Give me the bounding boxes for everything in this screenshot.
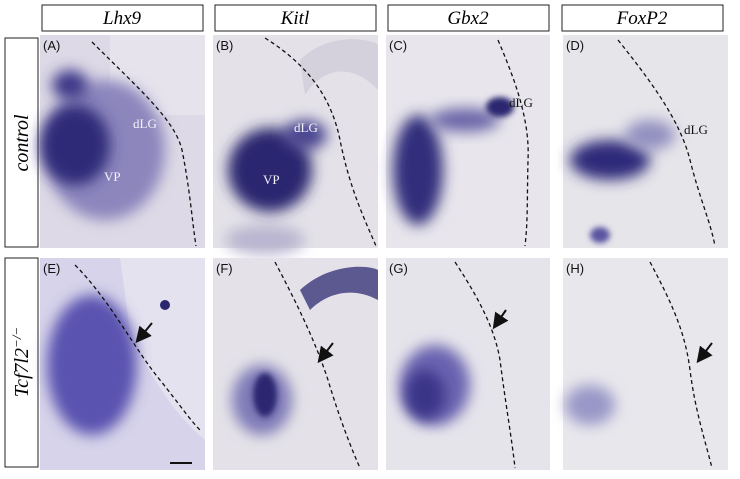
panel-letter: (E) [43,261,60,276]
arrow [492,309,509,330]
stain [47,295,137,435]
panel: (B) dLG VP [213,35,378,255]
panel: (D) dLG [563,35,728,248]
column-header: Gbx2 [447,8,489,29]
tissue [300,266,378,310]
panel: (E) [40,258,205,470]
panel-letter: (G) [389,261,408,276]
stain [430,108,500,132]
panel-letter: (A) [43,38,60,53]
boundary [617,39,716,247]
stain [225,225,305,255]
header-box [387,4,550,32]
stain [570,140,650,180]
stain [625,120,675,150]
column-header: FoxP2 [616,8,668,29]
tissue [120,258,205,440]
panel-letter: (H) [566,261,584,276]
stain [405,370,445,420]
stain [253,373,277,417]
row-label: control [11,114,33,171]
boundary [91,41,197,247]
column-header: Lhx9 [102,8,142,29]
region-label: VP [263,172,280,187]
arrow [135,322,153,344]
row-label-superscript: −/− [9,327,24,348]
boundary [74,264,201,431]
panel: (A) dLG VP [40,35,205,248]
panel: (F) [213,258,378,470]
boundary [274,261,361,469]
header-box [561,4,724,32]
panel-letter: (C) [389,38,407,53]
column-headers: Lhx9 Kitl Gbx2 FoxP2 [41,4,724,32]
boundary [497,39,529,247]
region-label: dLG [509,95,533,110]
region-label: dLG [133,116,157,131]
region-label: VP [104,169,121,184]
stain [590,227,610,243]
panel: (C) dLG [386,35,550,248]
header-box [41,4,204,32]
column-header: Kitl [280,8,310,29]
stain [283,120,327,150]
stain [160,300,170,310]
region-label: dLG [684,122,708,137]
panel-bg [563,258,728,470]
panel-bg [213,258,378,470]
panel: (H) [563,258,728,470]
arrow [317,342,334,364]
region-label: dLG [294,120,318,135]
row-labels: control Tcf7l2−/− [4,37,39,468]
row-box [4,37,39,248]
arrow [696,342,713,364]
stain [228,128,312,212]
stain [52,70,88,100]
boundary [649,261,713,469]
boundary [264,37,377,247]
row-label: Tcf7l2−/− [9,327,33,397]
row-box [4,257,39,468]
stain [393,115,443,225]
panel-letter: (B) [216,38,233,53]
tissue [300,39,378,95]
row-label-gene: Tcf7l2 [11,348,33,397]
panel-letter: (F) [216,261,233,276]
header-box [214,4,377,32]
panel: (G) [386,258,550,470]
boundary [454,261,516,469]
stain [40,105,110,185]
stain [486,97,514,117]
stain [565,385,615,425]
panel-letter: (D) [566,38,584,53]
